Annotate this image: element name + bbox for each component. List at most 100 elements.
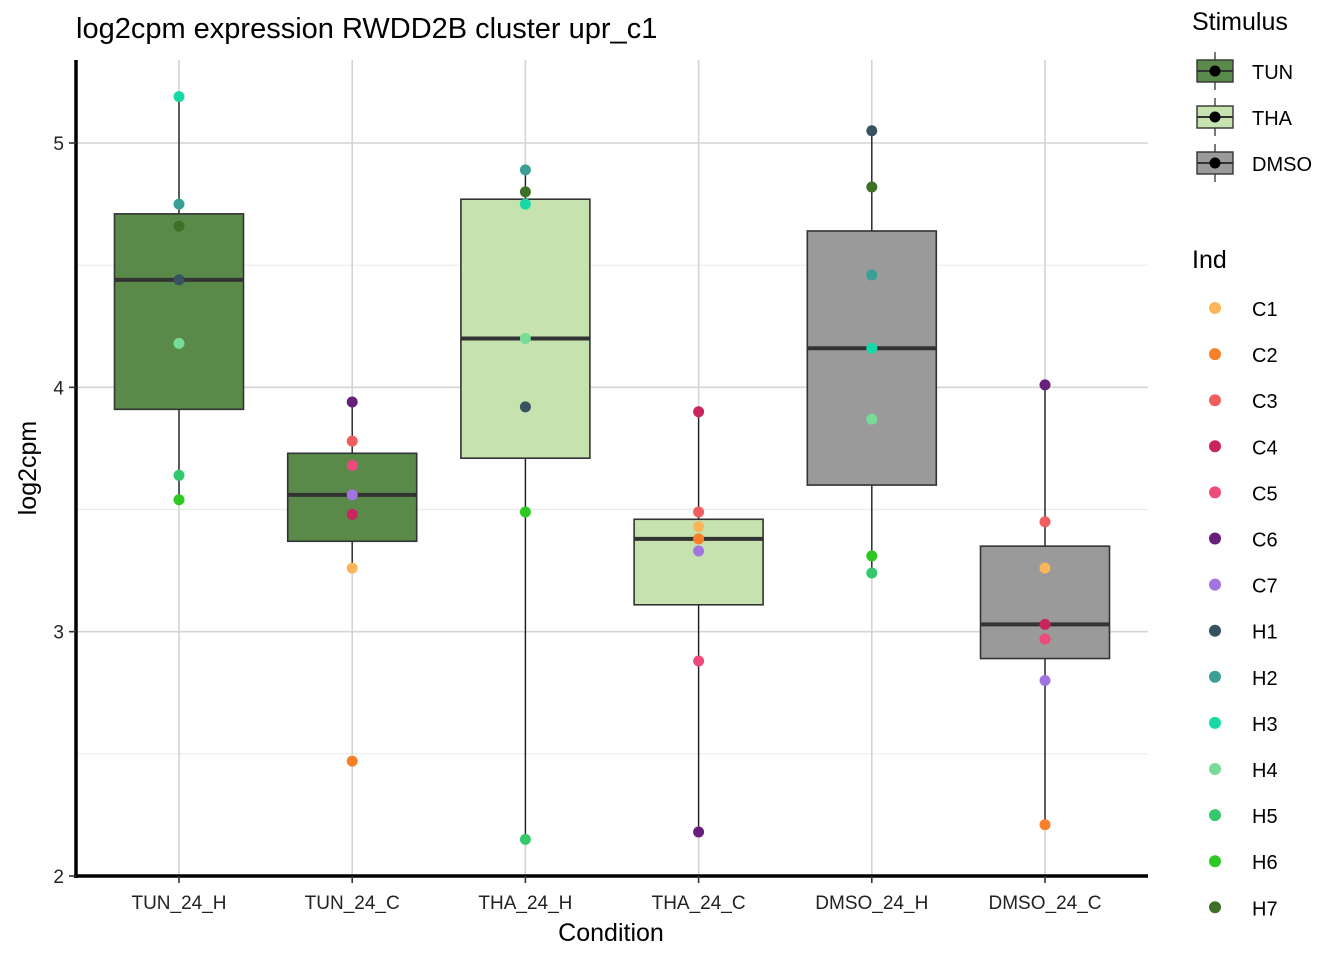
legend-label: C5	[1252, 483, 1278, 505]
data-point-H5	[519, 833, 531, 845]
legend-item-h7: H7	[1209, 898, 1278, 920]
x-tick-label: THA_24_C	[652, 893, 746, 914]
x-tick-label: DMSO_24_C	[989, 893, 1102, 914]
legend-label: DMSO	[1252, 154, 1312, 176]
data-point-H4	[866, 413, 878, 425]
data-point-H2	[173, 198, 185, 210]
data-point-H6	[519, 506, 531, 518]
legend-label: H1	[1252, 622, 1278, 644]
box	[113, 213, 245, 411]
data-point-C5	[693, 655, 705, 667]
chart-title: log2cpm expression RWDD2B cluster upr_c1	[76, 13, 657, 45]
legend-label: H5	[1252, 806, 1278, 828]
data-point-H3	[173, 91, 185, 103]
legend-point-icon	[1209, 670, 1221, 683]
data-point-C1	[1039, 562, 1051, 574]
legend-point-icon	[1209, 65, 1221, 77]
x-axis-label: Condition	[558, 919, 664, 947]
legend-point-icon	[1209, 809, 1221, 822]
y-tick-label: 4	[53, 378, 64, 399]
data-point-C3	[346, 435, 358, 447]
legend-point-icon	[1209, 348, 1221, 361]
legend-ind-title: Ind	[1192, 246, 1227, 274]
data-point-H1	[173, 274, 185, 286]
data-point-C2	[693, 533, 705, 545]
data-point-C1	[346, 562, 358, 574]
legend-item-dmso: DMSO	[1196, 144, 1312, 182]
legend-item-c3: C3	[1209, 391, 1278, 413]
data-point-H7	[173, 220, 185, 232]
data-point-C4	[346, 508, 358, 520]
data-point-H4	[173, 337, 185, 349]
legend-label: C7	[1252, 576, 1278, 598]
x-tick-label: TUN_24_C	[305, 893, 400, 914]
legend-label: TUN	[1252, 62, 1293, 84]
legend-item-tun: TUN	[1196, 52, 1293, 90]
x-tick-label: DMSO_24_H	[815, 893, 928, 914]
legend-item-h1: H1	[1209, 622, 1278, 644]
legend-label: H4	[1252, 760, 1278, 782]
legend-item-c6: C6	[1209, 530, 1278, 552]
data-point-H7	[866, 181, 878, 193]
data-point-C3	[1039, 516, 1051, 528]
legend-item-c5: C5	[1209, 483, 1278, 505]
data-point-C6	[1039, 379, 1051, 391]
y-axis-label: log2cpm	[14, 421, 42, 516]
legend-stimulus-title: Stimulus	[1192, 8, 1288, 36]
data-point-H1	[519, 401, 531, 413]
box	[460, 198, 591, 459]
data-point-C7	[346, 489, 358, 501]
legend-point-icon	[1209, 716, 1221, 729]
legend-label: THA	[1252, 108, 1293, 130]
legend-point-icon	[1209, 578, 1221, 591]
legend-point-icon	[1209, 111, 1221, 123]
legend-point-icon	[1209, 624, 1221, 637]
legend-point-icon	[1209, 532, 1221, 545]
legend-item-h5: H5	[1209, 806, 1278, 828]
legend-item-c7: C7	[1209, 576, 1278, 598]
legend-item-c4: C4	[1209, 437, 1278, 459]
data-point-C4	[1039, 618, 1051, 630]
legend-item-tha: THA	[1196, 98, 1293, 136]
legend-item-h6: H6	[1209, 852, 1278, 874]
y-tick-label: 2	[53, 867, 64, 888]
data-point-H6	[866, 550, 878, 562]
y-tick-label: 5	[53, 134, 64, 155]
legend-point-icon	[1209, 855, 1221, 868]
box	[806, 230, 938, 486]
data-point-C2	[1039, 819, 1051, 831]
legend-label: C1	[1252, 299, 1278, 321]
y-tick-label: 3	[53, 623, 64, 644]
legend-label: C2	[1252, 345, 1278, 367]
legend-item-h2: H2	[1209, 668, 1278, 690]
legend-label: H3	[1252, 714, 1278, 736]
legend-point-icon	[1209, 763, 1221, 775]
data-point-C5	[346, 460, 358, 472]
legend-item-c1: C1	[1209, 299, 1278, 321]
data-point-H5	[173, 469, 185, 481]
legend-point-icon	[1209, 302, 1221, 314]
data-point-H2	[866, 269, 878, 281]
legend-label: H6	[1252, 852, 1278, 874]
x-tick-label: TUN_24_H	[131, 893, 226, 914]
legend-point-icon	[1209, 394, 1221, 407]
legend-label: C6	[1252, 530, 1278, 552]
data-point-H3	[519, 198, 531, 210]
data-point-C5	[1039, 633, 1051, 645]
data-point-C7	[1039, 675, 1051, 687]
data-point-C4	[693, 406, 705, 418]
legend-item-h4: H4	[1209, 760, 1278, 782]
x-tick-label: THA_24_H	[478, 893, 572, 914]
legend-label: H7	[1252, 898, 1278, 920]
data-point-C7	[693, 545, 705, 557]
legend-point-icon	[1209, 440, 1221, 453]
data-point-H4	[519, 332, 531, 344]
data-point-H3	[866, 342, 878, 354]
data-point-H6	[173, 494, 185, 506]
data-point-H2	[519, 164, 531, 176]
legend-item-c2: C2	[1209, 345, 1278, 367]
data-point-H7	[519, 186, 531, 198]
data-point-H5	[866, 567, 878, 579]
legend-item-h3: H3	[1209, 714, 1278, 736]
